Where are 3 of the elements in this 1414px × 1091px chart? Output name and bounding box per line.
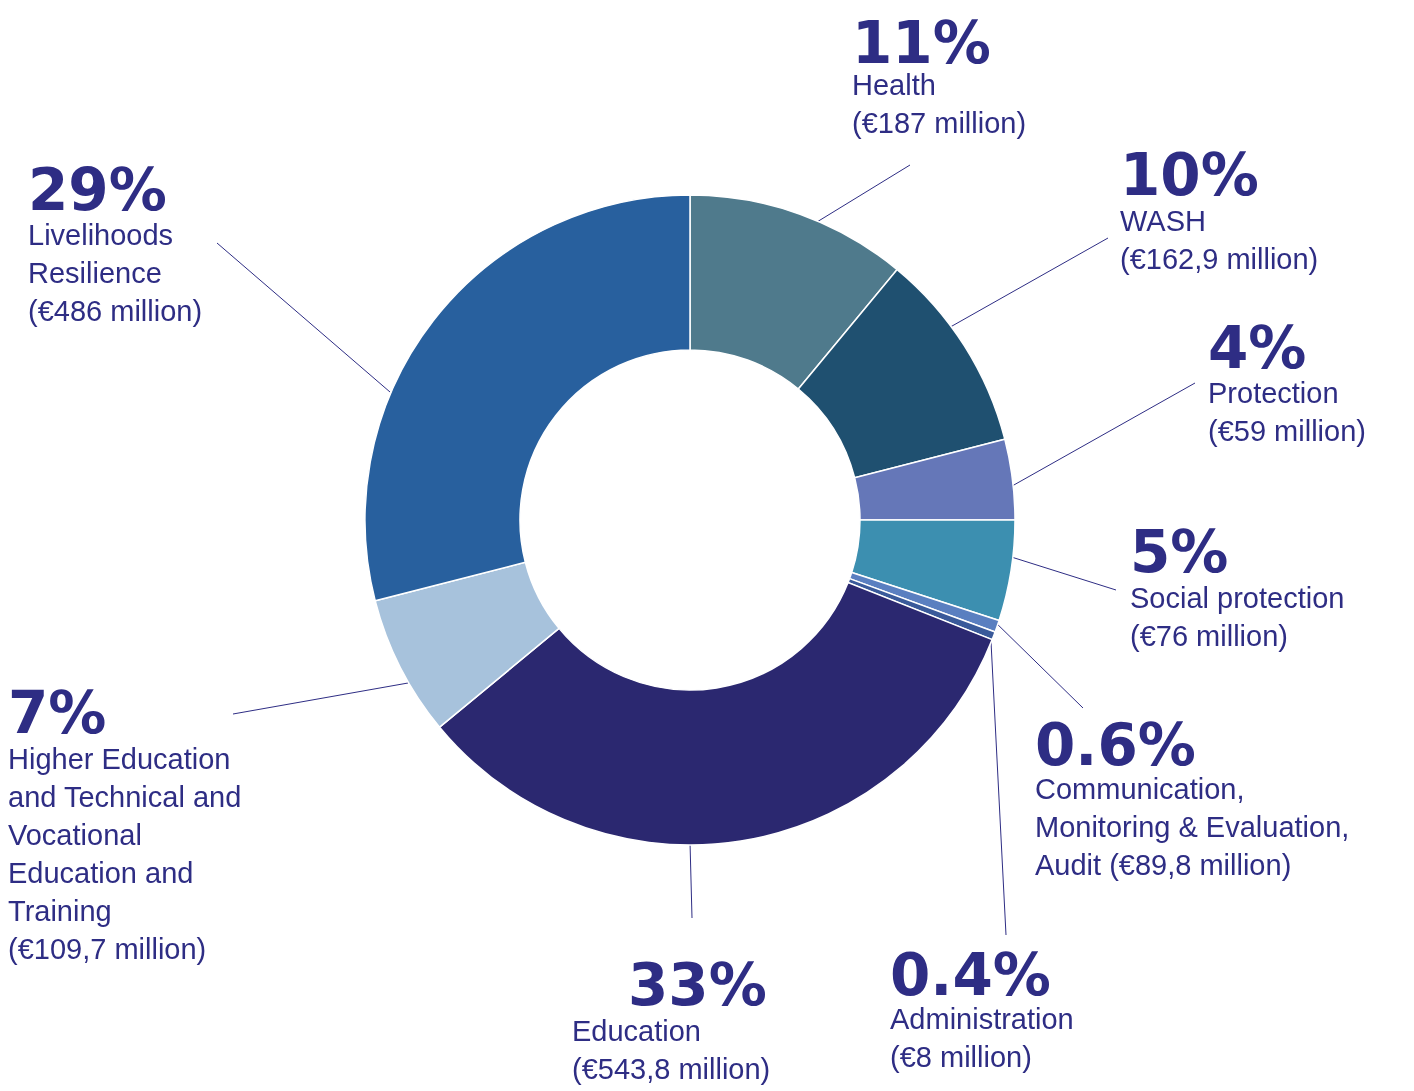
slice-label: Health (€187 million): [852, 69, 1027, 139]
slice-label: Administration (€8 million): [890, 1003, 1074, 1073]
slice-label: Communication, Monitoring & Evaluation, Audit (€89,8 million): [1035, 773, 1350, 881]
